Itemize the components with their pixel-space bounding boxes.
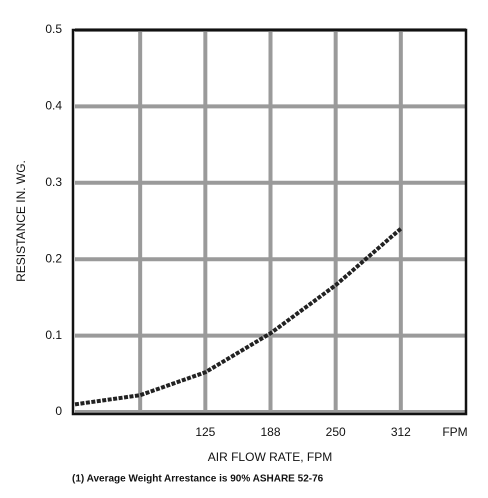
x-tick-label: 250 [326,425,346,439]
y-tick-label: 0.2 [45,251,62,265]
footnote: (1) Average Weight Arrestance is 90% ASH… [72,474,324,485]
y-tick-label: 0.1 [45,328,62,342]
plot-frame [71,28,468,416]
x-tick-label: 125 [195,425,215,439]
y-tick-label: 0.5 [45,22,62,36]
y-axis-label: RESISTANCE IN. WG. [14,160,28,282]
y-tick-label: 0.4 [45,99,62,113]
y-tick-label: 0.3 [45,175,62,189]
x-axis-label: AIR FLOW RATE, FPM [208,450,332,464]
x-tick-label: 312 [391,425,411,439]
x-unit-label: FPM [442,425,467,439]
y-tick-label: 0 [55,404,62,418]
data-line [74,227,403,407]
x-tick-label: 188 [260,425,280,439]
